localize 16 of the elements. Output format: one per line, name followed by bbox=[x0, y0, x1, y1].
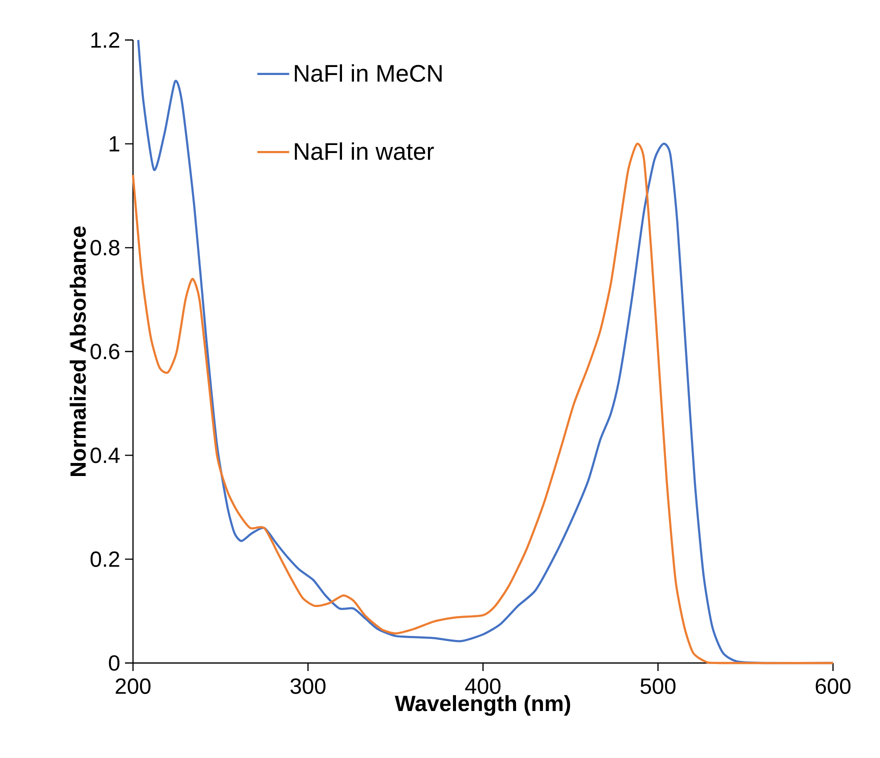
x-tick-label: 600 bbox=[816, 678, 850, 694]
legend-label: NaFl in water bbox=[294, 142, 434, 160]
x-tick-label: 400 bbox=[465, 678, 500, 694]
y-tick-label: 0.8 bbox=[90, 240, 120, 256]
y-tick-label: 0.6 bbox=[90, 344, 120, 360]
x-tick-label: 300 bbox=[290, 678, 326, 694]
y-tick-label: 0.4 bbox=[90, 448, 120, 464]
y-tick-label: 1 bbox=[110, 136, 120, 152]
x-tick-label: 500 bbox=[640, 678, 676, 694]
y-axis-title: Normalized Absorbance bbox=[70, 226, 86, 476]
y-tick-label: 1.2 bbox=[91, 32, 120, 48]
y-tick-label: 0.2 bbox=[90, 551, 120, 567]
x-tick-label: 200 bbox=[116, 678, 150, 694]
y-tick-label: 0 bbox=[108, 655, 120, 671]
legend-label: NaFl in MeCN bbox=[294, 64, 442, 82]
x-axis-title: Wavelength (nm) bbox=[394, 695, 570, 716]
